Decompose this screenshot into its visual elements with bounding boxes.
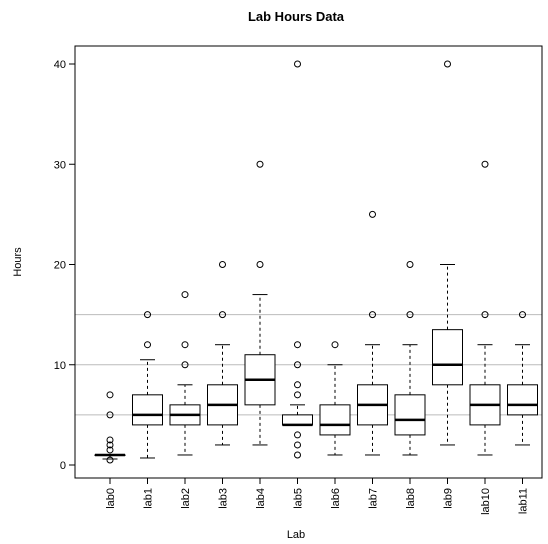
y-tick-label: 10	[54, 360, 66, 372]
outlier-point	[256, 261, 264, 268]
x-tick-label: lab8	[405, 488, 417, 509]
outlier-point	[106, 391, 114, 399]
outlier-point	[406, 311, 414, 319]
outlier-point	[181, 361, 189, 369]
y-tick-label: 30	[54, 159, 66, 171]
outlier-point	[106, 411, 114, 419]
x-axis: lab0 lab1 lab2 lab3 lab4 lab5 lab6 lab7 lab8 lab9…	[105, 478, 530, 515]
outlier-point	[106, 456, 114, 464]
y-axis-label: Hours	[12, 247, 24, 277]
outlier-point	[144, 341, 151, 349]
outlier-point	[144, 311, 151, 319]
outlier-point	[219, 261, 226, 268]
box-iqr	[432, 329, 463, 386]
x-tick-label: lab0	[105, 488, 117, 509]
x-tick-label: lab5	[293, 488, 305, 509]
outlier-point	[481, 160, 489, 168]
outlier-point	[181, 341, 189, 349]
y-axis: 0 10 20 30 40	[54, 59, 75, 472]
x-tick-label: lab11	[518, 488, 530, 514]
box-iqr	[507, 384, 538, 416]
chart-title: Lab Hours Data	[248, 9, 345, 24]
y-tick-label: 40	[54, 59, 66, 71]
outlier-point	[519, 311, 526, 319]
outlier-point	[369, 210, 376, 218]
outlier-point	[106, 441, 114, 449]
outlier-point	[106, 436, 114, 444]
y-tick-label: 20	[54, 260, 66, 272]
x-tick-label: lab2	[180, 488, 192, 509]
box-iqr	[394, 394, 426, 436]
outlier-point	[181, 291, 189, 299]
outlier-point	[294, 451, 301, 459]
x-tick-label: lab4	[255, 488, 267, 509]
y-tick-label: 0	[60, 460, 66, 472]
x-tick-label: lab3	[218, 488, 230, 509]
outlier-point	[294, 381, 301, 389]
outlier-point	[406, 261, 414, 268]
outlier-point	[444, 60, 451, 68]
outlier-point	[106, 446, 114, 454]
x-axis-label: Lab	[287, 529, 305, 541]
outlier-point	[294, 361, 301, 369]
outlier-point	[331, 341, 339, 349]
boxes-group	[94, 60, 538, 464]
x-tick-label: lab9	[443, 488, 455, 509]
outlier-point	[294, 60, 301, 68]
outlier-point	[369, 311, 376, 319]
outlier-point	[294, 441, 301, 449]
x-tick-label: lab6	[330, 488, 342, 509]
x-tick-label: lab10	[480, 488, 492, 515]
box-iqr	[282, 414, 313, 426]
x-tick-label: lab7	[368, 488, 380, 509]
box-iqr	[319, 404, 351, 436]
box-iqr	[132, 394, 163, 426]
outlier-point	[256, 160, 264, 168]
outlier-point	[294, 341, 301, 349]
outlier-point	[294, 391, 301, 399]
plot-frame	[74, 45, 543, 479]
outlier-point	[481, 311, 489, 319]
outlier-point	[219, 311, 226, 319]
x-tick-label: lab1	[143, 488, 155, 509]
outlier-point	[294, 431, 301, 439]
